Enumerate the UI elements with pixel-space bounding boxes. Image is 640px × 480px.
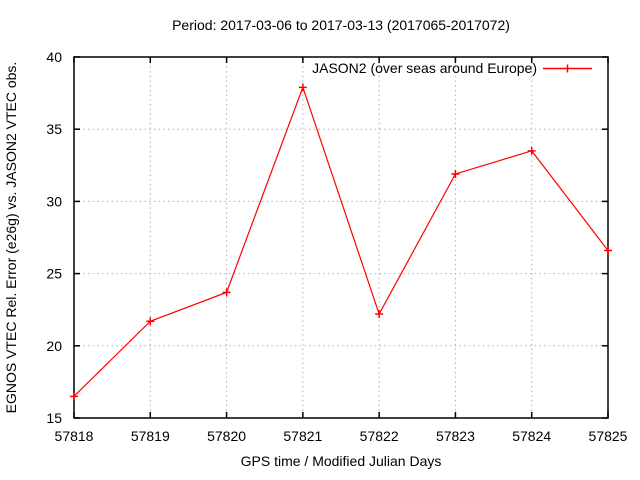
x-tick-label: 57820: [207, 428, 246, 444]
grid-lines: [73, 56, 609, 419]
data-point-marker: [298, 83, 307, 92]
data-point-marker: [146, 317, 155, 326]
axis-ticks: [73, 56, 609, 419]
y-tick-label: 25: [46, 266, 62, 282]
legend-label: JASON2 (over seas around Europe): [312, 60, 537, 76]
x-tick-label: 57823: [436, 428, 475, 444]
data-point-marker: [527, 146, 536, 155]
data-series-jason2: [70, 83, 612, 401]
x-tick-label: 57819: [131, 428, 170, 444]
plot-frame: [73, 56, 609, 419]
x-axis-label: GPS time / Modified Julian Days: [241, 453, 442, 469]
series-line: [73, 85, 609, 397]
y-tick-label: 15: [46, 410, 62, 426]
x-tick-label: 57818: [55, 428, 94, 444]
data-point-marker: [451, 169, 460, 178]
y-tick-labels: 15 20 25 30 35 40: [46, 49, 62, 426]
chart-title: Period: 2017-03-06 to 2017-03-13 (201706…: [172, 17, 510, 33]
x-tick-label: 57824: [512, 428, 551, 444]
x-tick-labels: 57818 57819 57820 57821 57822 57823 57824 57825: [55, 428, 628, 444]
x-tick-label: 57822: [360, 428, 399, 444]
y-tick-label: 40: [46, 49, 62, 65]
data-point-marker: [70, 392, 78, 401]
y-tick-label: 20: [46, 338, 62, 354]
data-point-marker: [222, 288, 231, 297]
data-point-marker: [375, 310, 384, 319]
x-tick-label: 57821: [283, 428, 322, 444]
x-tick-label: 57825: [589, 428, 628, 444]
y-axis-label: EGNOS VTEC Rel. Error (e26g) vs. JASON2 …: [3, 62, 19, 414]
y-tick-label: 35: [46, 121, 62, 137]
legend: JASON2 (over seas around Europe): [312, 60, 592, 76]
data-point-marker: [604, 246, 612, 255]
y-tick-label: 30: [46, 193, 62, 209]
plot-border: [73, 56, 609, 419]
